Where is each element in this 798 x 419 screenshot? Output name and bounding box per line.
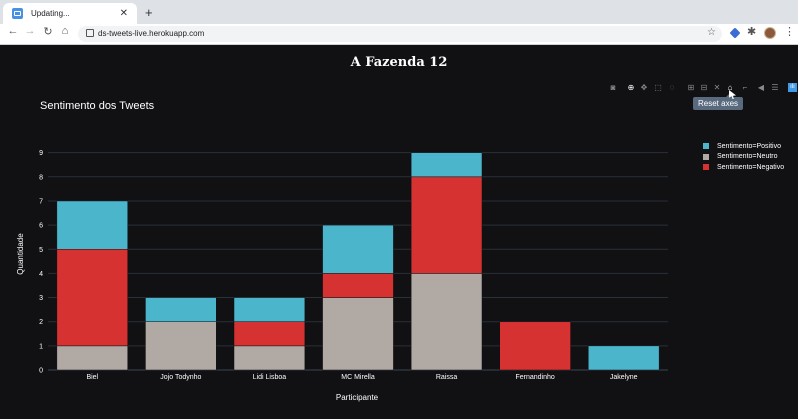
zoom-icon[interactable]: ⊕: [627, 83, 635, 92]
y-tick-label: 7: [39, 198, 43, 205]
plotly-logo[interactable]: ılı: [788, 83, 797, 92]
tab-strip: Updating... ✕ +: [0, 0, 798, 24]
bar-segment[interactable]: [322, 297, 394, 371]
bar-segment[interactable]: [233, 321, 306, 347]
bar-segment[interactable]: [410, 176, 483, 274]
browser-menu-icon[interactable]: ⋮: [784, 26, 795, 38]
zoom-out-icon[interactable]: ⊟: [700, 83, 708, 92]
bar-segment[interactable]: [322, 224, 394, 274]
y-tick-label: 8: [39, 174, 43, 181]
legend-item[interactable]: Sentimento=Negativo: [703, 162, 784, 173]
bar-segment[interactable]: [56, 345, 128, 371]
bar-segment[interactable]: [322, 273, 394, 298]
legend-label: Sentimento=Positivo: [717, 142, 782, 150]
legend-swatch: [703, 164, 709, 171]
lock-icon: [86, 29, 94, 37]
bar-segment[interactable]: [145, 321, 217, 371]
y-axis-label: Quantidade: [16, 233, 25, 275]
legend-label: Sentimento=Neutro: [717, 153, 778, 161]
legend-swatch: [703, 143, 709, 150]
tab-favicon-icon: [12, 8, 23, 19]
hover-closest-icon[interactable]: ◀: [757, 83, 765, 92]
box-select-icon[interactable]: ⬚: [654, 83, 662, 92]
zoom-in-icon[interactable]: ⊞: [687, 83, 695, 92]
url-text: ds-tweets-live.herokuapp.com: [98, 29, 205, 38]
x-tick-label: Fernandinho: [515, 374, 554, 381]
legend-swatch: [703, 153, 709, 160]
profile-avatar[interactable]: [764, 27, 776, 39]
autoscale-icon[interactable]: ✕: [713, 83, 721, 92]
x-tick-label: Biel: [86, 374, 98, 381]
browser-tab[interactable]: Updating... ✕: [3, 3, 137, 24]
lasso-select-icon[interactable]: ◌: [669, 83, 675, 92]
back-button[interactable]: ←: [7, 25, 19, 37]
legend-item[interactable]: Sentimento=Neutro: [703, 152, 784, 163]
x-tick-label: Lidi Lisboa: [253, 374, 287, 381]
bar-segment[interactable]: [233, 297, 306, 322]
reload-button[interactable]: ↻: [43, 26, 53, 38]
bar-segment[interactable]: [410, 273, 483, 371]
y-tick-label: 6: [39, 223, 43, 230]
x-tick-label: Jakelyne: [610, 374, 638, 381]
hover-compare-icon[interactable]: ☰: [771, 83, 779, 92]
legend-label: Sentimento=Negativo: [717, 163, 785, 171]
y-tick-label: 1: [39, 343, 43, 350]
y-tick-label: 0: [39, 368, 43, 375]
bars: [56, 152, 660, 371]
page-title: A Fazenda 12: [350, 55, 448, 70]
y-tick-label: 5: [39, 247, 43, 254]
tab-close-icon[interactable]: ✕: [119, 8, 128, 19]
chart-legend: Sentimento=Positivo Sentimento=Neutro Sent…: [703, 141, 784, 173]
bar-segment[interactable]: [56, 200, 128, 250]
camera-icon[interactable]: ◙: [610, 83, 616, 92]
bar-segment[interactable]: [233, 345, 306, 371]
y-tick-label: 4: [39, 271, 43, 278]
bar-segment[interactable]: [588, 345, 660, 371]
browser-toolbar: ← → ↻ ⌂ ds-tweets-live.herokuapp.com ☆ ✱…: [0, 24, 798, 45]
x-axis-label: Participante: [336, 393, 379, 402]
bar-segment[interactable]: [410, 152, 483, 178]
spike-lines-icon[interactable]: ⌐: [742, 83, 748, 92]
x-tick-label: Raissa: [436, 374, 458, 381]
x-tick-label: Jojo Todynho: [160, 374, 201, 381]
x-tick-labels: Biel Jojo Todynho Lidi Lisboa MC Mirella Rai…: [86, 374, 637, 381]
y-tick-label: 2: [39, 319, 43, 326]
extensions-puzzle-icon[interactable]: ✱: [747, 26, 757, 38]
new-tab-button[interactable]: +: [145, 5, 153, 20]
bar-segment[interactable]: [56, 249, 128, 347]
mouse-cursor-icon: [729, 90, 736, 99]
tab-title: Updating...: [31, 9, 70, 18]
y-tick-label: 9: [39, 150, 43, 157]
bookmark-star-icon[interactable]: ☆: [707, 27, 716, 38]
reset-axes-icon[interactable]: ⌂: [727, 83, 733, 92]
address-bar[interactable]: ds-tweets-live.herokuapp.com ☆: [78, 26, 722, 42]
forward-button[interactable]: →: [24, 25, 36, 37]
y-tick-label: 3: [39, 295, 43, 302]
home-button[interactable]: ⌂: [61, 25, 69, 37]
bar-segment[interactable]: [145, 297, 217, 322]
y-tick-labels: 0 1 2 3 4 5 6 7 8 9: [39, 150, 43, 374]
bar-segment[interactable]: [499, 321, 571, 371]
x-tick-label: MC Mirella: [341, 374, 375, 381]
legend-item[interactable]: Sentimento=Positivo: [703, 141, 784, 152]
pan-icon[interactable]: ✥: [640, 83, 648, 92]
chart-title: Sentimento dos Tweets: [40, 100, 155, 112]
